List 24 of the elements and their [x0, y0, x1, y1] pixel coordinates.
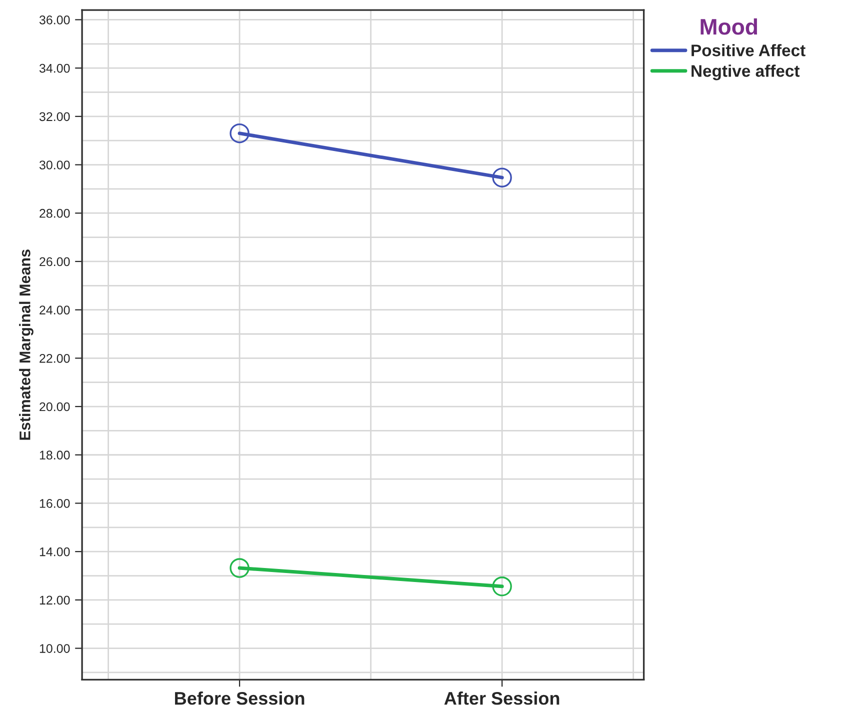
legend-label: Positive Affect	[692, 44, 806, 56]
y-tick-label: 22.00	[40, 354, 70, 363]
legend-label: Negtive affect	[692, 64, 800, 80]
point	[492, 168, 512, 188]
y-tick-label: 24.00	[40, 306, 70, 314]
y-tick-label: 34.00	[39, 64, 70, 73]
legend-title: Mood	[700, 18, 758, 35]
point	[230, 123, 250, 144]
x-tick-label: Before Session	[175, 692, 304, 705]
point	[492, 576, 512, 596]
point	[230, 558, 250, 578]
y-tick-label: 10.00	[40, 644, 70, 653]
y-tick-label: 20.00	[40, 402, 70, 412]
y-axis-title: Estimated Marginal Means	[19, 250, 34, 440]
y-tick-label: 12.00	[40, 596, 70, 605]
y-tick-label: 18.00	[40, 450, 70, 460]
y-tick-label: 14.00	[40, 547, 70, 556]
y-tick-label: 16.00	[40, 499, 70, 508]
y-tick-label: 30.00	[39, 160, 70, 170]
y-tick-label: 36.00	[39, 16, 70, 24]
y-tick-label: 26.00	[40, 257, 70, 266]
y-tick-label: 32.00	[39, 112, 70, 122]
y-tick-label: 28.00	[40, 208, 70, 218]
x-tick-label: After Session	[444, 692, 560, 705]
